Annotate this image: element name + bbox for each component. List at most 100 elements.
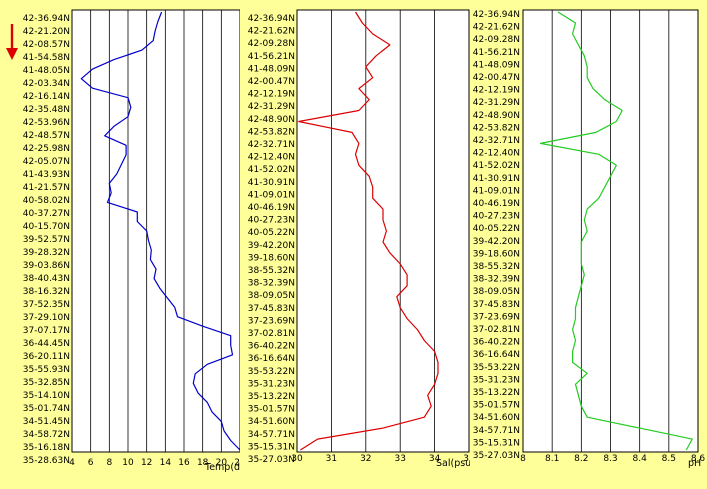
temperature-y-tick-label: 41-48.05N (23, 66, 70, 76)
ph-y-tick-labels: 42-36.94N 42-21.62N 42-09.28N 41-56.21N 41-4… (473, 10, 520, 461)
temperature-x-tick-label: 14 (160, 458, 172, 468)
temperature-y-tick-label: 38-16.32N (23, 287, 70, 297)
salinity-panel: 42-36.94N 42-21.62N 42-09.28N 41-56.21N 41-4… (240, 0, 475, 489)
salinity-y-tick-label: 39-42.20N (248, 241, 295, 251)
ph-y-tick-label: 41-56.21N (473, 48, 520, 58)
temperature-y-tick-label: 38-40.43N (23, 274, 70, 284)
temperature-y-tick-label: 41-21.57N (23, 183, 70, 193)
salinity-y-tick-label: 38-32.39N (248, 279, 295, 289)
temperature-x-axis-title: Temp(degC) (204, 462, 262, 473)
salinity-x-tick-labels: 30 31 32 33 34 35 (291, 454, 474, 464)
temperature-y-tick-label: 42-05.07N (23, 157, 70, 167)
temperature-y-tick-label: 35-32.85N (23, 378, 70, 388)
temperature-profile-line (80, 11, 241, 451)
ph-y-tick-label: 42-32.71N (473, 136, 520, 146)
salinity-y-tick-label: 37-45.83N (248, 304, 295, 314)
salinity-y-tick-label: 35-01.57N (248, 405, 295, 415)
temperature-y-tick-label: 42-25.98N (23, 144, 70, 154)
temperature-y-tick-label: 35-01.74N (23, 404, 70, 414)
temperature-x-tick-label: 12 (141, 458, 152, 468)
temperature-y-tick-label: 40-15.70N (23, 222, 70, 232)
ph-y-tick-label: 42-48.90N (473, 111, 520, 121)
salinity-y-tick-label: 40-27.23N (248, 216, 295, 226)
salinity-y-tick-label: 34-51.60N (248, 417, 295, 427)
salinity-y-tick-label: 39-18.60N (248, 253, 295, 263)
ph-y-tick-label: 42-21.62N (473, 23, 520, 33)
ph-y-tick-label: 42-36.94N (473, 10, 520, 20)
temperature-y-tick-label: 36-20.11N (23, 352, 70, 362)
salinity-x-tick-label: 32 (360, 454, 371, 464)
temperature-series-group (80, 11, 241, 451)
ph-y-tick-label: 35-31.23N (473, 375, 520, 385)
temperature-y-tick-label: 39-52.57N (23, 235, 70, 245)
salinity-y-tick-label: 42-32.71N (248, 140, 295, 150)
temperature-y-tick-label: 39-03.86N (23, 261, 70, 271)
ph-y-tick-label: 40-46.19N (473, 199, 520, 209)
temperature-y-tick-label: 36-44.45N (23, 339, 70, 349)
ph-y-tick-label: 42-53.82N (473, 123, 520, 133)
ph-x-tick-label: 8.3 (603, 454, 617, 464)
ph-x-tick-label: 8.4 (633, 454, 648, 464)
ph-y-tick-label: 41-48.09N (473, 60, 520, 70)
salinity-y-tick-label: 42-48.90N (248, 115, 295, 125)
salinity-series-group (298, 11, 439, 451)
temperature-y-tick-label: 35-28.63N (23, 456, 70, 466)
ph-y-tick-label: 36-16.64N (473, 350, 520, 360)
temperature-y-tick-label: 42-35.48N (23, 105, 70, 115)
temperature-y-tick-label: 34-58.72N (23, 430, 70, 440)
down-arrow-icon (6, 24, 18, 60)
temperature-y-tick-label: 42-08.57N (23, 40, 70, 50)
temperature-y-tick-label: 41-54.58N (23, 53, 70, 63)
ph-y-tick-label: 38-55.32N (473, 262, 520, 272)
ph-y-tick-label: 39-18.60N (473, 249, 520, 259)
temperature-plot-area (72, 10, 240, 452)
temperature-x-tick-label: 10 (122, 458, 134, 468)
temperature-y-tick-label: 42-36.94N (23, 14, 70, 24)
salinity-y-tick-label: 36-40.22N (248, 342, 295, 352)
ph-y-tick-label: 41-30.91N (473, 174, 520, 184)
ph-panel: 42-36.94N 42-21.62N 42-09.28N 41-56.21N 41-4… (470, 0, 707, 489)
salinity-y-tick-label: 35-31.23N (248, 379, 295, 389)
salinity-x-tick-label: 30 (291, 454, 303, 464)
temperature-x-tick-label: 20 (216, 458, 228, 468)
salinity-y-tick-label: 42-09.28N (248, 39, 295, 49)
ph-x-tick-label: 8.2 (574, 454, 588, 464)
temperature-y-tick-label: 37-07.17N (23, 326, 70, 336)
temperature-y-tick-label: 35-55.93N (23, 365, 70, 375)
temperature-y-tick-label: 35-16.18N (23, 443, 70, 453)
salinity-y-tick-label: 42-12.40N (248, 153, 295, 163)
temperature-y-tick-label: 42-03.34N (23, 79, 70, 89)
ph-y-tick-label: 37-02.81N (473, 325, 520, 335)
ph-y-tick-label: 40-05.22N (473, 224, 520, 234)
temperature-x-tick-label: 4 (69, 458, 75, 468)
temperature-y-tick-label: 37-29.10N (23, 313, 70, 323)
temperature-x-tick-label: 16 (178, 458, 190, 468)
ph-x-tick-label: 8.5 (662, 454, 676, 464)
temperature-y-tick-label: 39-28.32N (23, 248, 70, 258)
temperature-y-tick-label: 42-48.57N (23, 131, 70, 141)
ph-y-tick-label: 37-23.69N (473, 312, 520, 322)
salinity-y-tick-label: 42-36.94N (248, 14, 295, 24)
ph-y-tick-label: 38-32.39N (473, 275, 520, 285)
ph-y-tick-label: 36-40.22N (473, 338, 520, 348)
ph-y-tick-label: 35-53.22N (473, 363, 520, 373)
salinity-y-tick-label: 42-21.62N (248, 27, 295, 37)
ph-x-tick-label: 8.6 (691, 454, 706, 464)
salinity-plot-area (297, 10, 469, 452)
ph-x-tick-label: 8 (520, 454, 526, 464)
temperature-y-tick-label: 41-43.93N (23, 170, 70, 180)
salinity-y-tick-label: 41-56.21N (248, 52, 295, 62)
salinity-y-tick-label: 35-27.03N (248, 455, 295, 465)
temperature-grid (90, 10, 222, 452)
temperature-panel: 42-36.94N 42-21.20N 42-08.57N 41-54.58N 41-4… (0, 0, 262, 489)
salinity-y-tick-label: 35-53.22N (248, 367, 295, 377)
ph-y-tick-label: 35-01.57N (473, 401, 520, 411)
temperature-y-tick-label: 34-51.45N (23, 417, 70, 427)
salinity-y-tick-label: 34-57.71N (248, 430, 295, 440)
ph-y-tick-label: 38-09.05N (473, 287, 520, 297)
salinity-y-tick-label: 42-31.29N (248, 102, 295, 112)
temperature-y-tick-label: 37-52.35N (23, 300, 70, 310)
ph-y-tick-label: 35-27.03N (473, 451, 520, 461)
ph-y-tick-label: 37-45.83N (473, 300, 520, 310)
